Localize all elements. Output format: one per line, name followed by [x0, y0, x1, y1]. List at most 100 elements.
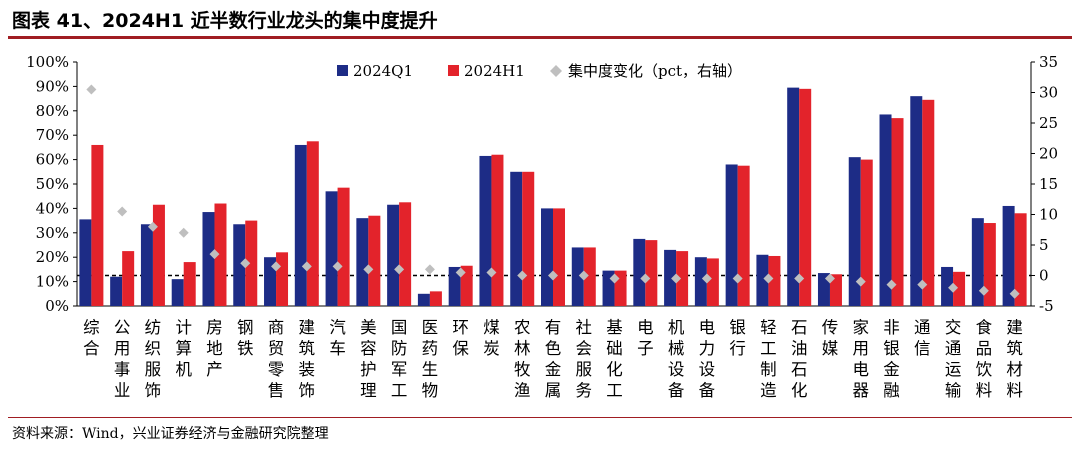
category-label-char: 渔 — [514, 381, 531, 400]
bar-2024h1 — [891, 118, 904, 307]
category-label-char: 备 — [699, 381, 716, 400]
category-label-char: 行 — [729, 339, 746, 358]
category-label-char: 售 — [268, 381, 285, 400]
bar-2024h1 — [183, 262, 196, 306]
change-marker — [1009, 288, 1020, 299]
category-label-char: 属 — [545, 381, 562, 400]
category-label-char: 环 — [452, 318, 469, 337]
left-tick-label: 0% — [45, 297, 69, 315]
change-marker — [486, 267, 497, 278]
bar-2024h1 — [368, 215, 381, 306]
category-label-char: 零 — [268, 360, 285, 379]
bar-2024h1 — [152, 204, 165, 306]
bar-2024q1 — [202, 212, 215, 306]
bar-2024q1 — [417, 293, 430, 306]
bar-2024h1 — [953, 271, 966, 306]
bar-2024q1 — [264, 257, 277, 306]
category-label-char: 设 — [699, 360, 716, 379]
bar-2024h1 — [306, 141, 319, 306]
bar-2024h1 — [553, 208, 565, 306]
category-label-char: 化 — [791, 381, 808, 400]
category-label-char: 织 — [145, 339, 162, 358]
category-label-char: 机 — [175, 360, 192, 379]
category-label-char: 力 — [699, 339, 716, 358]
category-label-char: 防 — [391, 339, 408, 358]
bar-2024q1 — [848, 157, 861, 306]
category-label-char: 饰 — [145, 381, 162, 400]
category-label-char: 电 — [852, 360, 869, 379]
category-label-char: 机 — [668, 318, 685, 337]
change-marker — [578, 270, 589, 281]
category-label-char: 传 — [822, 318, 839, 337]
category-label-char: 国 — [391, 318, 408, 337]
change-marker — [763, 273, 774, 284]
change-marker — [86, 84, 97, 95]
category-label-char: 商 — [268, 318, 285, 337]
category-label-char: 美 — [360, 318, 377, 337]
right-tick-label: 0 — [1039, 267, 1049, 285]
category-label-char: 装 — [299, 360, 316, 379]
legend-swatch-change — [550, 65, 562, 77]
category-label-char: 子 — [637, 339, 654, 358]
category-label-char: 银 — [729, 318, 746, 337]
chart-title: 图表 41、2024H1 近半数行业龙头的集中度提升 — [12, 10, 438, 32]
bar-2024q1 — [79, 219, 92, 306]
bar-2024h1 — [337, 187, 350, 306]
bar-2024q1 — [171, 279, 184, 306]
category-label-char: 料 — [1006, 381, 1023, 400]
category-label-char: 车 — [329, 339, 346, 358]
change-marker — [271, 261, 282, 272]
bar-2024h1 — [522, 171, 535, 306]
bar-2024q1 — [1002, 205, 1015, 306]
category-label-char: 农 — [514, 318, 531, 337]
category-label-char: 设 — [668, 360, 685, 379]
category-label-char: 工 — [391, 381, 408, 400]
bar-2024q1 — [541, 208, 553, 306]
category-label-char: 有 — [545, 318, 562, 337]
bar-2024h1 — [983, 223, 996, 306]
category-label-char: 基 — [606, 318, 623, 337]
category-label-char: 用 — [114, 339, 131, 358]
category-label-char: 银 — [883, 339, 900, 358]
category-label-char: 筑 — [1006, 339, 1023, 358]
bar-2024h1 — [491, 154, 504, 306]
category-label-char: 保 — [452, 339, 469, 358]
category-label-char: 用 — [852, 339, 869, 358]
legend-label-change: 集中度变化（pct，右轴） — [568, 62, 742, 80]
bar-2024q1 — [971, 218, 984, 306]
change-marker — [917, 279, 928, 290]
bar-2024q1 — [633, 238, 646, 306]
category-label-char: 非 — [883, 318, 900, 337]
category-label-char: 社 — [576, 318, 593, 337]
category-label-char: 纺 — [145, 318, 162, 337]
bar-2024q1 — [140, 224, 153, 306]
bar-2024q1 — [448, 266, 461, 306]
category-label-char: 融 — [883, 381, 900, 400]
bar-2024h1 — [399, 202, 412, 306]
bar-2024h1 — [645, 240, 658, 306]
left-tick-label: 20% — [36, 248, 69, 266]
right-tick-label: -5 — [1039, 297, 1054, 315]
bar-2024h1 — [706, 258, 719, 306]
category-label-char: 服 — [576, 360, 593, 379]
bar-2024h1 — [583, 247, 596, 306]
category-label-char: 军 — [391, 360, 408, 379]
right-tick-label: 20 — [1039, 145, 1058, 163]
category-label-char: 公 — [114, 318, 131, 337]
change-marker — [978, 285, 989, 296]
category-label-char: 制 — [760, 360, 777, 379]
source-divider — [8, 417, 1072, 418]
bar-2024h1 — [460, 265, 473, 306]
change-marker — [301, 261, 312, 272]
source-note: 资料来源：Wind，兴业证券经济与金融研究院整理 — [12, 426, 329, 442]
change-marker — [732, 273, 743, 284]
category-label-char: 煤 — [483, 318, 500, 337]
category-label-char: 铁 — [237, 339, 254, 358]
left-tick-label: 40% — [36, 199, 69, 217]
category-label-char: 信 — [914, 339, 931, 358]
legend-swatch-2024h1 — [448, 65, 459, 76]
change-marker — [147, 221, 158, 232]
change-marker — [178, 227, 189, 238]
category-label-char: 汽 — [329, 318, 346, 337]
category-label-char: 电 — [637, 318, 654, 337]
